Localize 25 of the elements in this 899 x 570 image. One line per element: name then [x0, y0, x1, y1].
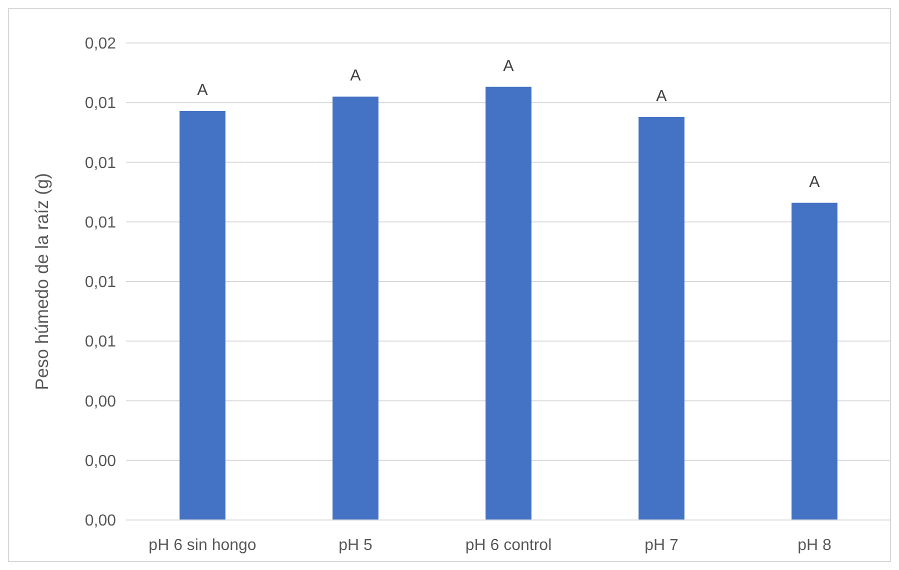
- bar: [486, 86, 532, 520]
- x-tick-label: pH 7: [644, 537, 678, 554]
- bar: [792, 202, 838, 520]
- y-tick-label: 0,01: [84, 274, 116, 292]
- y-tick-label: 0,01: [84, 334, 116, 351]
- annotation: A: [656, 88, 668, 105]
- x-tick-label: pH 6 sin hongo: [148, 537, 256, 554]
- annotation: A: [197, 82, 208, 99]
- bar: [180, 110, 226, 520]
- annotation: A: [503, 58, 514, 75]
- x-tick-label: pH 6 control: [465, 537, 552, 554]
- x-tick-label: pH 5: [338, 537, 372, 554]
- y-tick-label: 0,01: [84, 214, 116, 232]
- y-tick-label: 0,00: [84, 393, 116, 410]
- y-tick-label: 0,01: [84, 154, 116, 172]
- y-tick-label: 0,01: [84, 95, 116, 112]
- annotation: A: [809, 174, 820, 191]
- y-tick-label: 0,02: [84, 36, 116, 53]
- y-tick-label: 0,00: [84, 512, 116, 530]
- x-tick-label: pH 8: [798, 537, 832, 554]
- y-tick-label: 0,00: [84, 452, 116, 470]
- annotation: A: [350, 68, 362, 85]
- bar: [638, 116, 684, 520]
- y-axis-title: Peso húmedo de la raíz (g): [32, 172, 52, 390]
- bar: [332, 96, 378, 520]
